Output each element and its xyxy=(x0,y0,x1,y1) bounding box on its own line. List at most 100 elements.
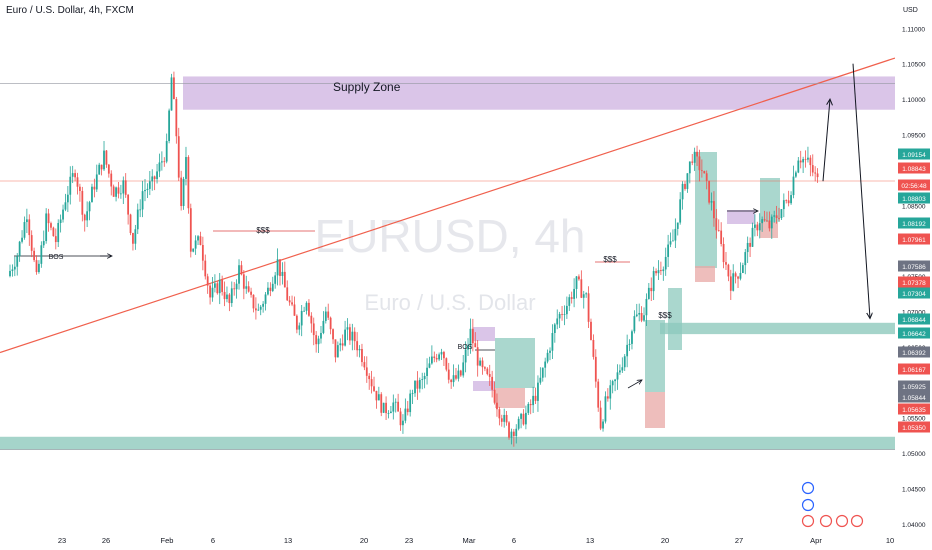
candle-body xyxy=(780,209,783,219)
candle-body xyxy=(433,356,436,358)
demand-zone-rect[interactable] xyxy=(0,436,895,450)
candle-body xyxy=(103,150,105,170)
candle-body xyxy=(124,180,127,195)
candle-body xyxy=(710,201,713,203)
candle-body xyxy=(168,110,171,142)
candle-body xyxy=(799,160,802,163)
position-box-3[interactable] xyxy=(473,381,495,391)
currency-label: USD xyxy=(903,7,918,14)
candle-body xyxy=(64,202,67,210)
candle-body xyxy=(254,308,257,311)
candle-body xyxy=(387,412,390,414)
candle-body xyxy=(339,343,342,346)
candle-body xyxy=(156,171,158,180)
candle-body xyxy=(672,240,674,242)
candle-body xyxy=(252,294,255,309)
candle-body xyxy=(322,320,325,333)
event-flag-icon[interactable] xyxy=(801,481,815,495)
candle-body xyxy=(787,200,790,204)
candle-body xyxy=(404,408,407,421)
candle-body xyxy=(551,333,554,351)
candle-body xyxy=(144,190,146,192)
candle-body xyxy=(115,187,117,197)
demand-zone-rect-2[interactable] xyxy=(660,322,895,335)
candle-body xyxy=(729,276,732,291)
candle-body xyxy=(775,215,778,218)
projection-arrow-0[interactable] xyxy=(822,99,830,182)
position-box-10[interactable] xyxy=(668,288,682,350)
supply-zone-rect[interactable] xyxy=(183,76,895,110)
candle-body xyxy=(609,385,612,399)
candle-body xyxy=(189,208,192,252)
candle-body xyxy=(211,287,214,298)
position-box-7[interactable] xyxy=(695,266,715,282)
candle-body xyxy=(136,209,139,230)
position-box-11[interactable] xyxy=(727,210,755,224)
time-axis[interactable] xyxy=(0,532,895,550)
candle-body xyxy=(741,265,744,273)
candle-body xyxy=(611,381,614,386)
position-box-1[interactable] xyxy=(495,388,525,408)
candle-body xyxy=(30,235,33,251)
candle-body xyxy=(262,303,265,307)
price-label-badge xyxy=(898,327,930,339)
candle-body xyxy=(715,218,718,231)
candle-body xyxy=(228,294,231,304)
candle-body xyxy=(291,302,293,305)
candle-body xyxy=(293,304,296,316)
candle-body xyxy=(310,315,313,324)
candle-body xyxy=(744,252,747,266)
position-box-0[interactable] xyxy=(495,338,535,388)
candle-body xyxy=(650,287,653,292)
candle-body xyxy=(264,294,267,304)
candle-body xyxy=(353,331,356,342)
candle-body xyxy=(594,356,597,382)
price-label-badge xyxy=(898,192,930,204)
candle-body xyxy=(804,159,807,160)
price-label-badge xyxy=(898,363,930,375)
candle-body xyxy=(778,217,780,219)
candle-body xyxy=(428,363,431,368)
position-box-8[interactable] xyxy=(760,178,780,222)
price-label-badge xyxy=(898,421,930,433)
event-flag-icon[interactable] xyxy=(835,514,849,528)
candle-body xyxy=(327,311,330,318)
candle-body xyxy=(235,283,238,290)
candle-body xyxy=(766,220,768,222)
candle-body xyxy=(226,294,228,300)
candle-body xyxy=(16,256,19,267)
candle-body xyxy=(317,338,320,345)
candle-body xyxy=(606,396,609,399)
candle-body xyxy=(40,245,43,264)
position-box-5[interactable] xyxy=(645,392,665,428)
candle-body xyxy=(86,211,89,221)
candle-body xyxy=(488,374,491,377)
event-flag-icon[interactable] xyxy=(801,498,815,512)
candle-body xyxy=(368,375,371,380)
candle-body xyxy=(13,266,16,270)
candle-body xyxy=(667,244,670,257)
candle-body xyxy=(214,283,216,288)
trendline[interactable] xyxy=(0,57,896,354)
event-flag-icon[interactable] xyxy=(850,514,864,528)
price-axis[interactable] xyxy=(895,0,932,550)
candle-body xyxy=(209,285,211,298)
projection-arrow-1[interactable] xyxy=(852,63,870,319)
candle-body xyxy=(399,411,402,426)
candle-body xyxy=(385,402,387,414)
candle-body xyxy=(647,287,650,299)
candle-body xyxy=(447,369,450,380)
position-box-4[interactable] xyxy=(645,320,665,392)
candle-body xyxy=(763,219,766,221)
candle-body xyxy=(276,259,279,276)
candle-body xyxy=(491,376,494,390)
candle-body xyxy=(462,362,465,376)
price-label-badge xyxy=(898,233,930,245)
event-flag-icon[interactable] xyxy=(801,514,815,528)
event-flag-icon[interactable] xyxy=(819,514,833,528)
candle-body xyxy=(655,271,657,274)
position-box-2[interactable] xyxy=(473,327,495,341)
annotations-layer: Supply Zone BOS BOS $$$ $$$ $$$ xyxy=(49,80,673,351)
